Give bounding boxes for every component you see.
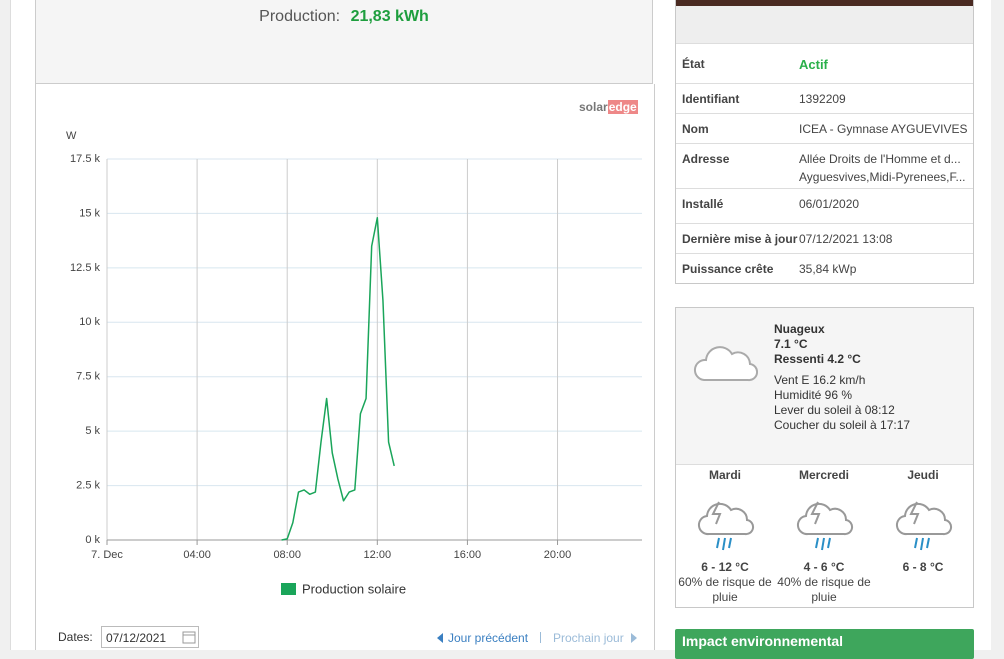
rain-icon	[896, 501, 953, 551]
forecast-rain: 40% de risque de pluie	[777, 575, 871, 604]
info-row: Nom ICEA - Gymnase AYGUEVIVES	[676, 113, 973, 144]
x-tick-label: 16:00	[454, 549, 482, 561]
info-value: Allée Droits de l'Homme et d...	[799, 152, 961, 166]
logo-left: solar	[579, 100, 608, 114]
forecast-temps: 6 - 8 °C	[902, 560, 944, 574]
y-tick-label: 7.5 k	[76, 371, 100, 383]
info-row: État Actif	[676, 43, 973, 84]
dates-label: Dates:	[58, 630, 93, 644]
site-image	[676, 0, 973, 6]
x-tick-label: 04:00	[183, 549, 211, 561]
next-day-link[interactable]: Prochain jour	[553, 631, 624, 645]
forecast-day: Mercredi	[798, 468, 850, 482]
legend-label: Production solaire	[302, 581, 406, 596]
weather-detail: Lever du soleil à 08:12	[774, 403, 895, 417]
weather-current	[676, 308, 973, 465]
legend-swatch	[281, 583, 296, 595]
x-tick-label: 12:00	[364, 549, 392, 561]
impact-title: Impact environnemental	[682, 633, 844, 649]
forecast-day: Jeudi	[907, 468, 939, 482]
y-tick-label: 12.5 k	[70, 262, 100, 274]
site-info-panel: État Actif Identifiant 1392209 Nom ICEA - Gym…	[675, 0, 974, 284]
info-label: Identifiant	[682, 92, 740, 106]
line-series	[281, 217, 395, 541]
info-label: Installé	[682, 197, 724, 211]
info-value: 07/12/2021 13:08	[799, 232, 893, 246]
production-label: Production:	[259, 8, 341, 25]
production-line: Production: 21,83 kWh	[36, 8, 652, 26]
prev-arrow[interactable]	[437, 633, 445, 643]
info-label: Puissance crête	[682, 262, 774, 276]
weather-head: Nuageux 7.1 °C Ressenti 4.2 °C	[774, 322, 861, 367]
weather-detail: Humidité 96 %	[774, 388, 853, 402]
calendar-icon[interactable]	[182, 630, 196, 644]
x-tick-label: 08:00	[273, 549, 301, 561]
y-tick-label: 2.5 k	[76, 479, 100, 491]
production-value: 21,83 kWh	[350, 8, 429, 25]
date-input[interactable]: 07/12/2021	[101, 626, 199, 648]
next-arrow[interactable]	[630, 633, 638, 643]
info-row: Installé 06/01/2020	[676, 188, 973, 224]
info-row: Dernière mise à jour 07/12/2021 13:08	[676, 223, 973, 254]
info-value: Actif	[799, 57, 828, 72]
logo-right: edge	[607, 100, 638, 114]
rain-icon	[797, 501, 854, 551]
weather-feels-like: Ressenti 4.2 °C	[774, 352, 861, 366]
rain-icon	[698, 501, 755, 551]
site-image-area	[676, 6, 973, 44]
info-label: Dernière mise à jour	[682, 232, 798, 246]
info-label: Nom	[682, 122, 709, 136]
chart-panel	[35, 84, 655, 650]
info-value: 06/01/2020	[799, 197, 860, 211]
y-tick-label: 0 k	[85, 534, 100, 546]
y-tick-label: 15 k	[79, 207, 100, 219]
production-panel: Production: 21,83 kWh	[35, 0, 653, 84]
x-tick-label: 7. Dec	[91, 549, 123, 561]
info-value: 1392209	[799, 92, 846, 106]
cloud-icon	[694, 346, 758, 382]
link-separator	[540, 632, 541, 643]
y-tick-label: 17.5 k	[70, 153, 100, 165]
info-row: Identifiant 1392209	[676, 83, 973, 114]
forecast-temps: 6 - 12 °C	[701, 560, 749, 574]
info-label: État	[682, 57, 705, 71]
weather-details: Vent E 16.2 km/h Humidité 96 % Lever du so…	[774, 373, 910, 433]
forecast-day: Mardi	[708, 468, 741, 482]
info-value: 35,84 kWp	[799, 262, 857, 276]
y-axis-label: W	[66, 130, 77, 142]
forecast-temps: 4 - 6 °C	[803, 560, 845, 574]
info-label: Adresse	[682, 152, 730, 166]
forecast-rain: 60% de risque de pluie	[678, 575, 772, 604]
weather-detail: Coucher du soleil à 17:17	[774, 418, 911, 432]
info-row: Puissance crête 35,84 kWp	[676, 253, 973, 284]
date-value: 07/12/2021	[106, 631, 167, 645]
info-value: ICEA - Gymnase AYGUEVIVES	[799, 122, 968, 136]
info-value: Ayguesvives,Midi-Pyrenees,F...	[799, 170, 966, 184]
weather-detail: Vent E 16.2 km/h	[774, 373, 866, 387]
previous-day-link[interactable]: Jour précédent	[448, 631, 529, 645]
weather-temperature: 7.1 °C	[774, 337, 808, 351]
x-tick-label: 20:00	[544, 549, 572, 561]
y-tick-label: 5 k	[85, 425, 100, 437]
impact-header[interactable]: Impact environnemental	[675, 629, 974, 659]
chart: W 0 k 2.5 k 5 k 7.5 k 10 k 12.5 k 15 k 17.5 k 7.…	[66, 130, 642, 596]
info-row: Adresse Allée Droits de l'Homme et d... Ay…	[676, 143, 973, 189]
solaredge-logo: solaredge	[579, 100, 638, 114]
weather-condition: Nuageux	[774, 322, 825, 336]
weather-panel: Nuageux 7.1 °C Ressenti 4.2 °C Vent E 16…	[675, 307, 974, 608]
y-tick-label: 10 k	[79, 316, 100, 328]
